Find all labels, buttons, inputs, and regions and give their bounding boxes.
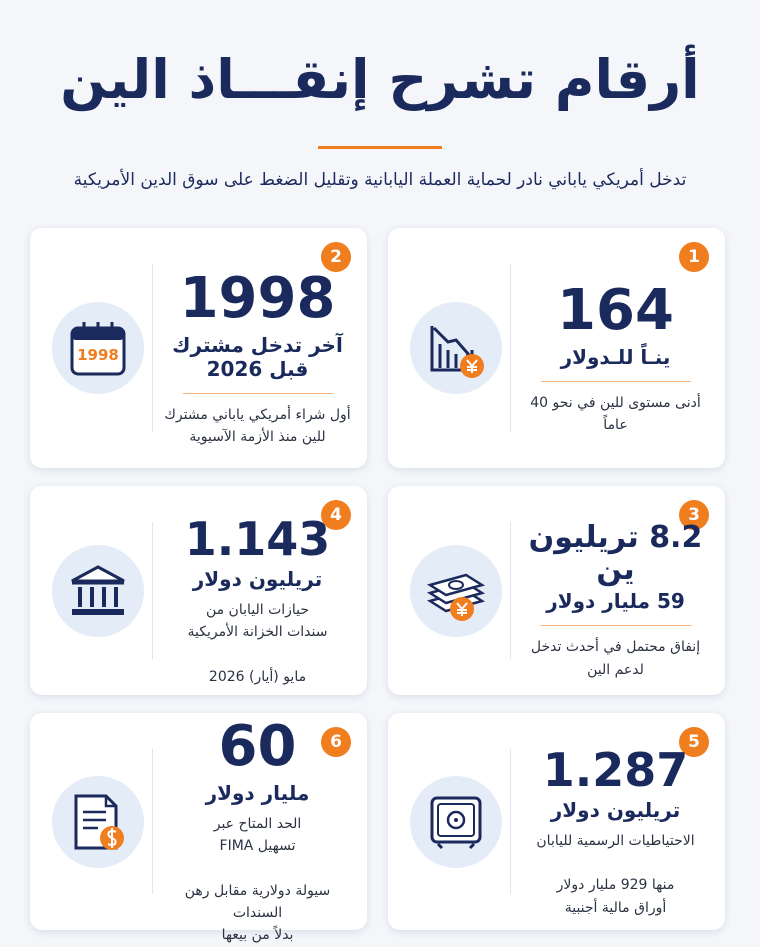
icon-shape	[426, 573, 486, 621]
card: 5 1.287 تريليون دولار الاحتياطيات الرسمية ل…	[388, 713, 725, 930]
card-text: 1.287 تريليون دولار الاحتياطيات الرسمية لل…	[516, 742, 715, 916]
separator	[152, 749, 153, 894]
icon-shape	[437, 802, 475, 837]
footer-line: لدعم الين	[587, 661, 644, 678]
headline: 8.2 تريليون ين	[528, 520, 703, 587]
footer-line: للين منذ الأزمة الآسيوية	[189, 428, 326, 445]
card-text: 1.143 تريليون دولار حيازات اليابان من سندات…	[158, 514, 357, 684]
body-line: سندات الخزانة الأمريكية	[187, 624, 328, 641]
title: أرقام تشرح إنقـــاذ الين	[60, 48, 700, 111]
icon-shape	[72, 608, 124, 615]
icon-shape	[454, 817, 458, 822]
card: 1 164 ينـاً للـدولار أدنى مستوى للين في نحو…	[388, 228, 725, 468]
number-badge: 4	[321, 500, 351, 530]
icon-shape	[426, 573, 486, 612]
footer-line: أوراق مالية أجنبية	[564, 899, 667, 916]
icon-shape	[82, 322, 114, 332]
body-line: الاحتياطيات الرسمية لليابان	[536, 833, 695, 850]
footer-line: منها 929 مليار دولار	[556, 877, 675, 894]
subheadline: تريليون دولار	[192, 567, 323, 592]
body-line: حيازات اليابان من	[205, 602, 310, 619]
separator	[152, 264, 153, 432]
icon-shape	[430, 796, 482, 849]
icon-shape	[468, 842, 476, 849]
number-badge: 2	[321, 242, 351, 272]
headline: 1.287	[542, 742, 689, 797]
footer-line: أدنى مستوى للين في نحو 40 عاماً	[530, 394, 701, 433]
body-line: تسهيل FIMA	[219, 838, 296, 855]
subheadline: مليار دولار	[205, 780, 310, 805]
icon	[410, 302, 502, 394]
separator	[510, 264, 511, 432]
icon-shape	[432, 326, 472, 357]
headline: 1.143	[184, 511, 331, 566]
subheadline: آخر تدخل مشترك قبل 2026	[172, 332, 343, 381]
divider	[182, 392, 333, 394]
title-underline	[318, 146, 442, 149]
card: 4 1.143 تريليون دولار حيازات اليابان من سندا…	[30, 486, 367, 695]
icon-shape	[446, 810, 466, 829]
card: 3 8.2 تريليون ين 59 مليار دولار إنفاق محتمل…	[388, 486, 725, 695]
icon	[410, 544, 502, 637]
separator	[152, 522, 153, 659]
divider	[540, 625, 691, 627]
icon: 1998	[52, 302, 144, 394]
icon	[52, 775, 144, 868]
number-badge: 6	[321, 727, 351, 757]
card: 2 1998 1998 آخر تدخل مشترك قبل 2026 أول شراء…	[30, 228, 367, 468]
headline: 164	[557, 277, 674, 343]
icon-shape	[78, 586, 118, 607]
card-text: 1998 آخر تدخل مشترك قبل 2026 أول شراء أمري…	[158, 264, 357, 454]
footer-line: إنفاق محتمل في أحدث تدخل	[530, 639, 701, 656]
footer-line: سيولة دولارية مقابل رهن السندات	[184, 882, 331, 922]
icon-shape	[107, 827, 117, 848]
icon-shape	[466, 359, 478, 373]
footer-line: بدلاً من بيعها	[221, 927, 294, 944]
subtitle: تدخل أمريكي ياباني نادر لحماية العملة ال…	[73, 170, 687, 190]
icon-shape	[83, 810, 106, 829]
icon-shape: 1998	[70, 322, 126, 376]
separator	[510, 749, 511, 894]
icon-shape	[71, 564, 125, 615]
subheadline: تريليون دولار	[550, 798, 681, 823]
body-line: الحد المتاح عبر	[213, 815, 302, 832]
footer-line: مايو (أيار) 2026	[208, 668, 307, 685]
icon	[52, 544, 144, 637]
icon-shape	[426, 573, 486, 596]
number-badge: 1	[679, 242, 709, 272]
footer-line: أول شراء أمريكي ياباني مشترك	[164, 406, 351, 423]
subheadline: 59 مليار دولار	[546, 589, 685, 614]
icon	[410, 775, 502, 868]
card-text: 8.2 تريليون ين 59 مليار دولار إنفاق محتمل …	[516, 522, 715, 681]
icon-shape	[448, 579, 464, 590]
icon-shape	[430, 326, 484, 378]
icon-shape	[456, 601, 468, 616]
card: 6 60 مليار دولار الحد المتاح عبر تسهيل FIMA س…	[30, 713, 367, 943]
icon-label: 1998	[77, 346, 119, 364]
number-badge: 3	[679, 500, 709, 530]
icon-shape	[71, 564, 125, 582]
separator	[510, 522, 511, 659]
card-text: 60 مليار دولار الحد المتاح عبر تسهيل FIMA سي…	[158, 717, 357, 943]
divider	[540, 380, 691, 382]
icon-shape	[74, 794, 124, 850]
card-text: 164 ينـاً للـدولار أدنى مستوى للين في نحو …	[516, 264, 715, 454]
icon-shape	[436, 842, 444, 849]
headline: 1998	[179, 265, 336, 331]
headline: 60	[218, 714, 297, 780]
icon-shape	[104, 795, 116, 807]
subheadline: ينـاً للـدولار	[560, 344, 671, 369]
number-badge: 5	[679, 727, 709, 757]
